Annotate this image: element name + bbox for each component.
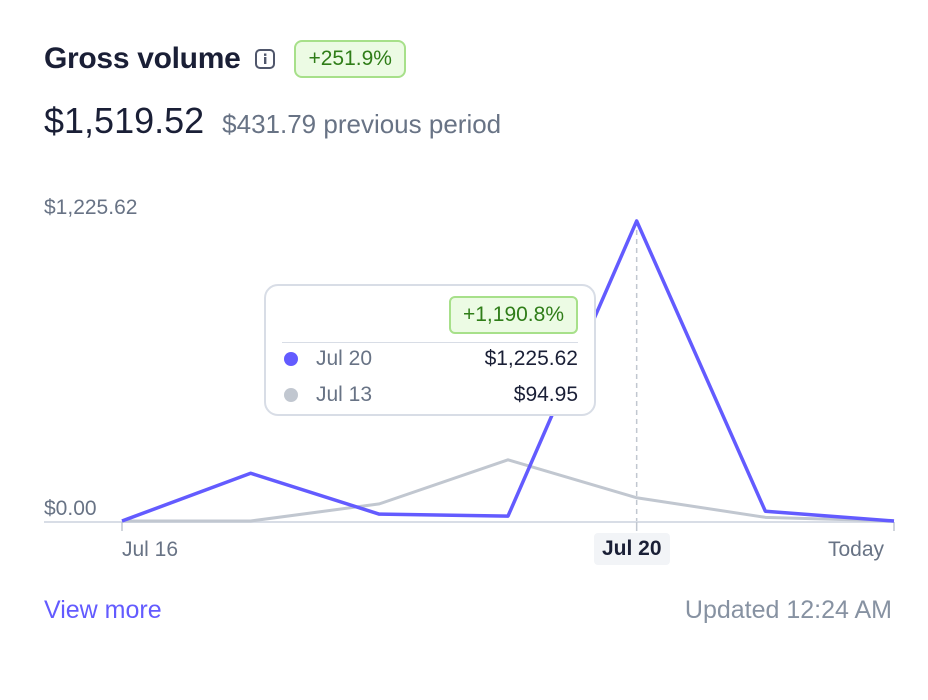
y-tick-zero: $0.00	[44, 497, 97, 520]
tooltip-value: $1,225.62	[484, 347, 578, 370]
current-series-dot	[284, 352, 298, 366]
amount-row: $1,519.52 $431.79 previous period	[44, 100, 501, 142]
card-header: Gross volume +251.9%	[44, 40, 406, 78]
tooltip-row-previous: Jul 13 $94.95	[284, 383, 578, 407]
updated-timestamp: Updated 12:24 AM	[684, 596, 892, 624]
x-label-start: Jul 16	[122, 538, 179, 561]
tooltip-row-current: Jul 20 $1,225.62	[284, 347, 578, 371]
previous-series-dot	[284, 388, 298, 402]
previous-period: $431.79 previous period	[222, 109, 502, 139]
y-tick-max: $1,225.62	[44, 196, 138, 219]
card-title: Gross volume	[44, 42, 241, 75]
tooltip-divider	[282, 342, 578, 343]
chart-tooltip: +1,190.8% Jul 20 $1,225.62 Jul 13 $94.95	[264, 284, 596, 416]
view-more-link[interactable]: View more	[44, 596, 162, 624]
tooltip-date: Jul 13	[316, 383, 373, 406]
change-badge: +251.9%	[294, 40, 406, 78]
series-line-current	[121, 219, 895, 523]
info-icon[interactable]	[254, 48, 276, 70]
gross-amount: $1,519.52	[44, 100, 205, 141]
x-label-end: Today	[828, 538, 885, 561]
series-line-previous	[122, 458, 895, 523]
tooltip-change-badge: +1,190.8%	[448, 296, 578, 334]
tooltip-date: Jul 20	[316, 347, 373, 370]
x-label-highlighted: Jul 20	[594, 533, 670, 565]
tooltip-value: $94.95	[513, 383, 578, 406]
